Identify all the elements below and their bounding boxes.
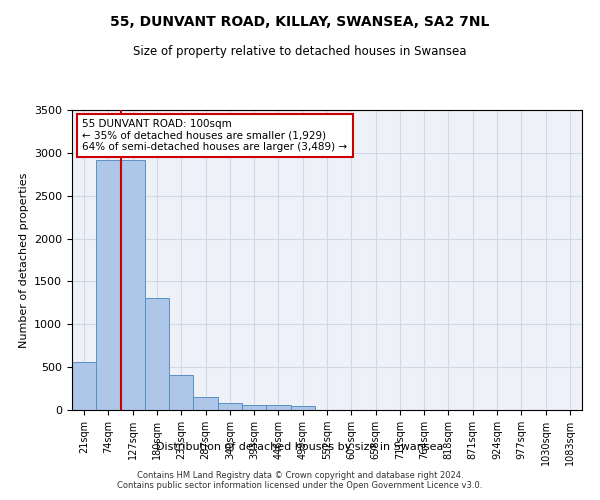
Bar	[290, 406, 315, 410]
Bar	[266, 406, 290, 410]
Bar	[96, 160, 121, 410]
Text: Size of property relative to detached houses in Swansea: Size of property relative to detached ho…	[133, 45, 467, 58]
Bar	[121, 160, 145, 410]
Bar	[193, 396, 218, 410]
Bar	[218, 403, 242, 410]
Y-axis label: Number of detached properties: Number of detached properties	[19, 172, 29, 348]
Text: Contains HM Land Registry data © Crown copyright and database right 2024.
Contai: Contains HM Land Registry data © Crown c…	[118, 470, 482, 490]
Text: 55 DUNVANT ROAD: 100sqm
← 35% of detached houses are smaller (1,929)
64% of semi: 55 DUNVANT ROAD: 100sqm ← 35% of detache…	[82, 119, 347, 152]
Bar	[169, 375, 193, 410]
Bar	[145, 298, 169, 410]
Bar	[72, 362, 96, 410]
Bar	[242, 405, 266, 410]
Text: 55, DUNVANT ROAD, KILLAY, SWANSEA, SA2 7NL: 55, DUNVANT ROAD, KILLAY, SWANSEA, SA2 7…	[110, 15, 490, 29]
Text: Distribution of detached houses by size in Swansea: Distribution of detached houses by size …	[157, 442, 443, 452]
